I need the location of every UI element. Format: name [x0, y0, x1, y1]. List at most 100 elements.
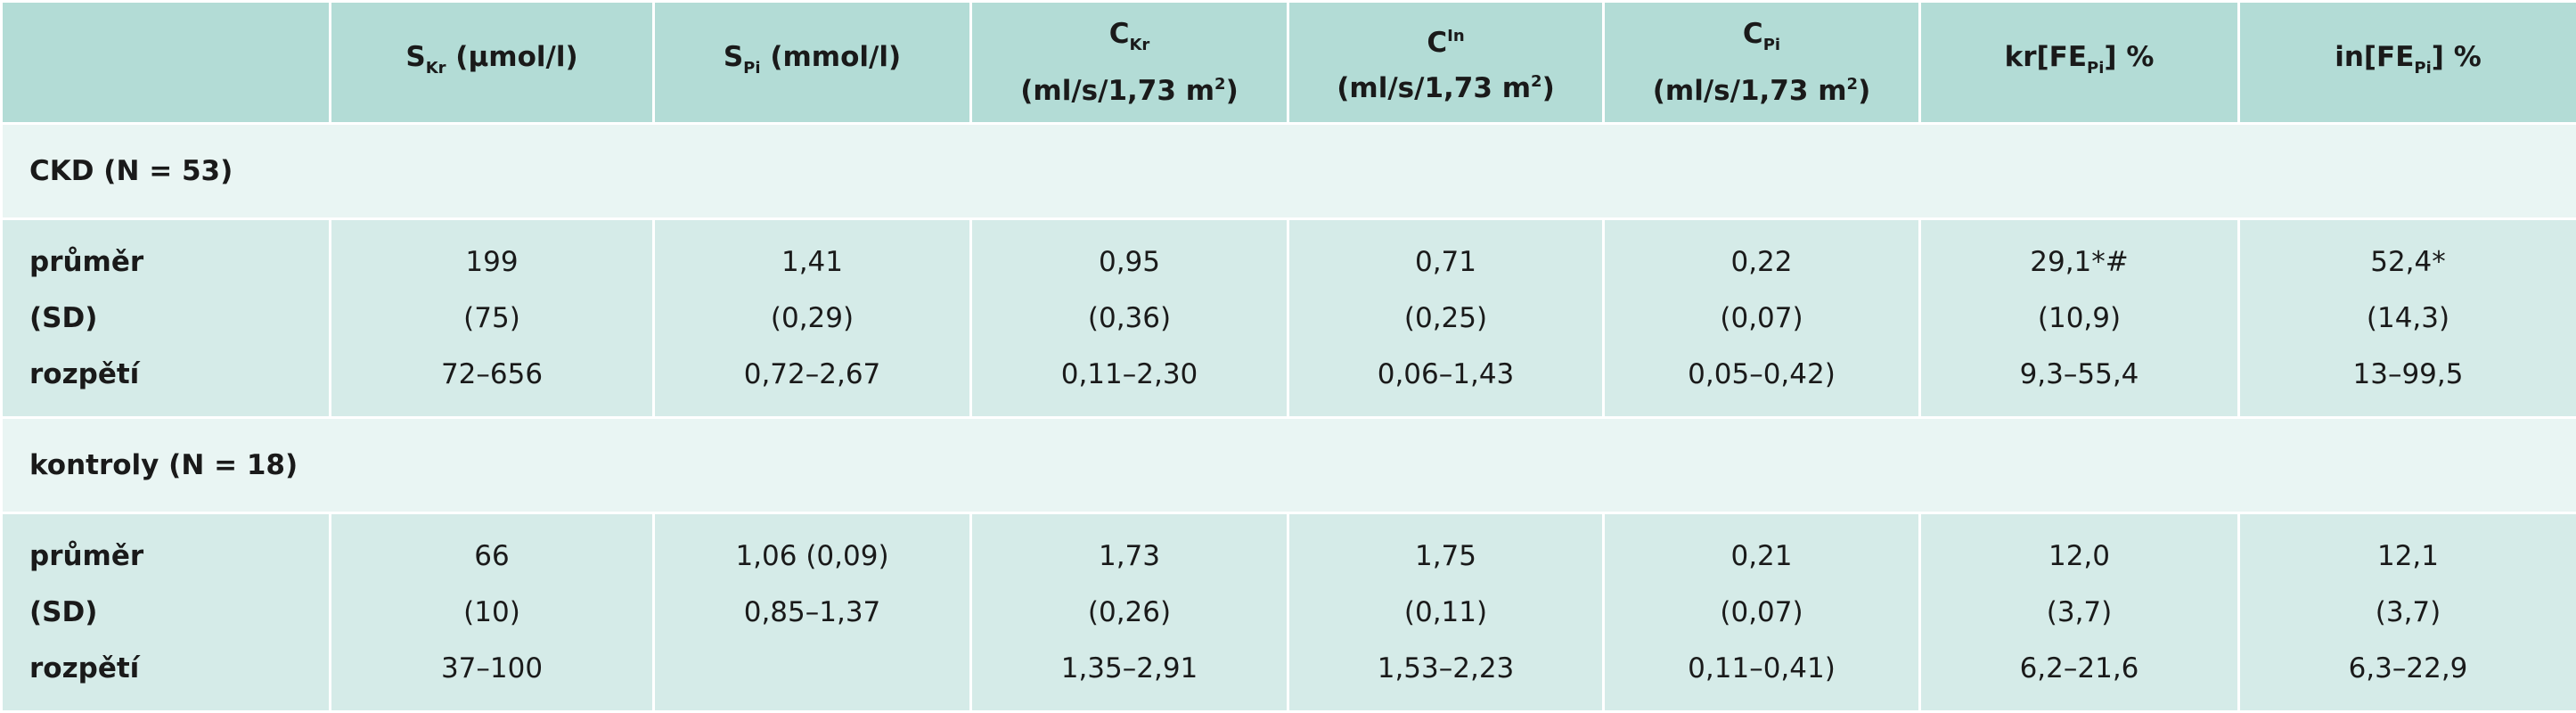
header-line: SKr (µmol/l) — [331, 37, 652, 88]
header-line: CIn — [1289, 17, 1602, 62]
group-row: kontroly (N = 18) — [0, 416, 2576, 514]
header-text: ) — [1225, 75, 1239, 107]
data-row: průměr (SD) rozpětí 199 (75) 72–656 1,41 (0,29)… — [0, 217, 2576, 419]
header-text: C — [1427, 27, 1448, 59]
header-text: (µmol/l) — [446, 40, 578, 73]
data-cell: 1,41 (0,29) 0,72–2,67 — [652, 217, 972, 419]
cell-value: 6,2–21,6 — [2019, 652, 2139, 684]
data-cell: 0,95 (0,36) 0,11–2,30 — [969, 217, 1289, 419]
cell-value: 199 — [465, 245, 519, 278]
cell-value: 0,95 — [1098, 245, 1161, 278]
cell-value: 0,06–1,43 — [1377, 357, 1515, 390]
header-text: Kr — [425, 58, 446, 78]
group-label: kontroly (N = 18) — [0, 416, 2576, 514]
header-text: 2 — [1846, 75, 1859, 94]
header-line: kr[FEPi] % — [1921, 37, 2237, 88]
cell-value: 0,21 — [1730, 539, 1793, 572]
cell-value: 1,75 — [1414, 539, 1477, 572]
header-text: in[FE — [2335, 40, 2415, 73]
data-cell: 0,22 (0,07) 0,05–0,42) — [1602, 217, 1921, 419]
cell-value: 72–656 — [440, 357, 544, 390]
cell-value: (0,25) — [1403, 301, 1488, 334]
header-text: ] % — [2431, 40, 2482, 73]
header-text: 2 — [1531, 72, 1542, 91]
header-text: Kr — [1129, 36, 1150, 54]
cell-value: (0,26) — [1087, 595, 1172, 628]
data-cell: 52,4* (14,3) 13–99,5 — [2237, 217, 2576, 419]
cell-value: (0,29) — [770, 301, 855, 334]
data-cell: 1,06 (0,09) 0,85–1,37 — [652, 512, 972, 713]
cell-value: (3,7) — [2046, 595, 2113, 628]
cell-value: 12,0 — [2048, 539, 2111, 572]
header-line: SPi (mmol/l) — [655, 37, 969, 88]
row-label: rozpětí — [29, 357, 140, 390]
header-text: ) — [1858, 75, 1871, 107]
header-text: 2 — [1214, 75, 1226, 94]
header-text: Pi — [2414, 58, 2432, 78]
cell-value: (0,36) — [1087, 301, 1172, 334]
row-labels: průměr (SD) rozpětí — [0, 512, 331, 713]
row-label: průměr — [29, 245, 144, 278]
header-text: In — [1447, 27, 1465, 45]
cell-value: 0,05–0,42) — [1688, 357, 1836, 390]
cell-value: 0,22 — [1730, 245, 1793, 278]
cell-value: 0,11–0,41) — [1688, 652, 1836, 684]
cell-value: 0,71 — [1414, 245, 1477, 278]
cell-value: (10,9) — [2037, 301, 2122, 334]
cell-value: 1,73 — [1098, 539, 1161, 572]
header-text: (ml/s/1,73 m — [1652, 75, 1847, 107]
cell-value: 1,41 — [781, 245, 844, 278]
cell-value: 0,72–2,67 — [743, 357, 881, 390]
cell-value: (0,11) — [1403, 595, 1488, 628]
header-text: (ml/s/1,73 m — [1020, 75, 1215, 107]
cell-value: (0,07) — [1720, 595, 1803, 628]
cell-value: 52,4* — [2370, 245, 2446, 278]
cell-value: 12,1 — [2376, 539, 2440, 572]
header-cell: CKr (ml/s/1,73 m2) — [969, 0, 1289, 125]
data-cell: 0,21 (0,07) 0,11–0,41) — [1602, 512, 1921, 713]
cell-value: 13–99,5 — [2352, 357, 2464, 390]
row-labels: průměr (SD) rozpětí — [0, 217, 331, 419]
header-cell: CPi (ml/s/1,73 m2) — [1602, 0, 1921, 125]
header-row: SKr (µmol/l) SPi (mmol/l) CKr (ml/s/1,73 m2… — [0, 0, 2576, 125]
data-cell: 1,73 (0,26) 1,35–2,91 — [969, 512, 1289, 713]
header-line: (ml/s/1,73 m2) — [1289, 62, 1602, 108]
header-text: S — [405, 40, 426, 73]
data-cell: 0,71 (0,25) 0,06–1,43 — [1287, 217, 1605, 419]
cell-value: 1,06 (0,09) — [735, 539, 889, 572]
data-cell: 66 (10) 37–100 — [329, 512, 655, 713]
header-cell: in[FEPi] % — [2237, 0, 2576, 125]
cell-value: 66 — [474, 539, 510, 572]
cell-value: (14,3) — [2366, 301, 2450, 334]
header-text: ] % — [2104, 40, 2155, 73]
header-text: C — [1742, 18, 1763, 50]
header-text: S — [723, 40, 744, 73]
row-label: (SD) — [29, 595, 98, 628]
data-cell: 1,75 (0,11) 1,53–2,23 — [1287, 512, 1605, 713]
cell-value: 0,85–1,37 — [743, 595, 881, 628]
cell-value: (75) — [463, 301, 520, 334]
header-text: C — [1108, 18, 1130, 50]
header-cell: SPi (mmol/l) — [652, 0, 972, 125]
row-label: průměr — [29, 539, 144, 572]
header-text: Pi — [743, 58, 761, 78]
header-text: ) — [1542, 72, 1555, 104]
cell-value: 6,3–22,9 — [2348, 652, 2468, 684]
row-label: (SD) — [29, 301, 98, 334]
cell-value: 9,3–55,4 — [2019, 357, 2139, 390]
corner-cell — [0, 0, 331, 125]
data-row: průměr (SD) rozpětí 66 (10) 37–100 1,06 (0,09)… — [0, 512, 2576, 713]
cell-value: 1,35–2,91 — [1060, 652, 1198, 684]
cell-value: (3,7) — [2375, 595, 2441, 628]
data-cell: 29,1*# (10,9) 9,3–55,4 — [1918, 217, 2240, 419]
header-cell: CIn (ml/s/1,73 m2) — [1287, 0, 1605, 125]
header-text: (ml/s/1,73 m — [1337, 72, 1532, 104]
cell-value: (10) — [463, 595, 520, 628]
cell-value: 0,11–2,30 — [1060, 357, 1198, 390]
data-cell: 12,1 (3,7) 6,3–22,9 — [2237, 512, 2576, 713]
group-row: CKD (N = 53) — [0, 122, 2576, 220]
header-line: (ml/s/1,73 m2) — [972, 65, 1287, 111]
cell-value: 1,53–2,23 — [1377, 652, 1515, 684]
header-cell: SKr (µmol/l) — [329, 0, 655, 125]
